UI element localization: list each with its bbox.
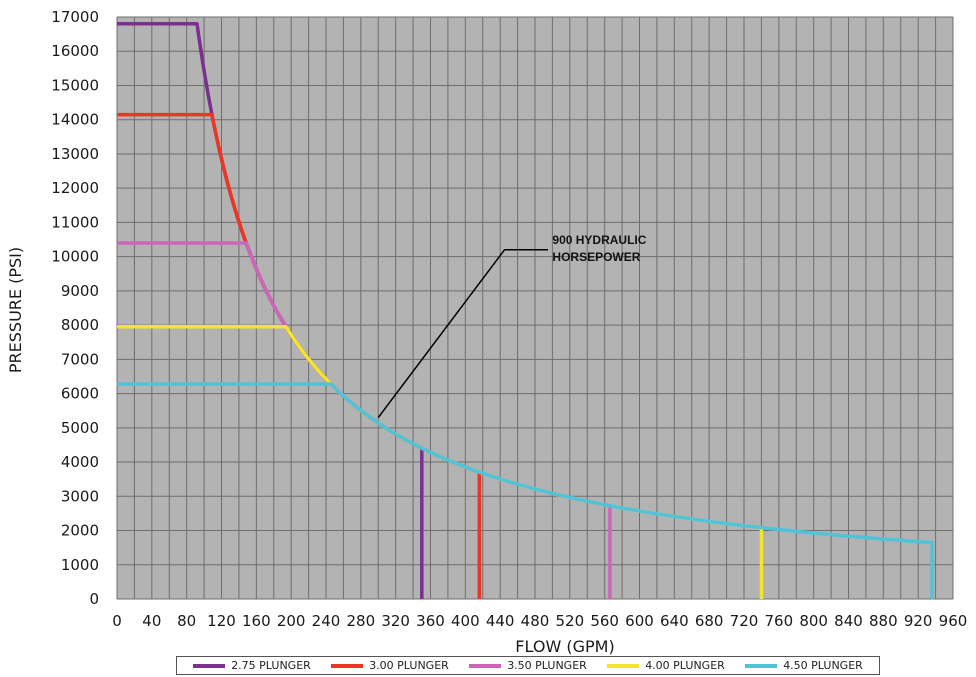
y-tick-label: 5000	[61, 419, 99, 437]
x-tick-label: 680	[695, 612, 724, 630]
y-tick-labels: 0 1000 2000 3000 4000 5000 6000 7000 8000 9000 100…	[51, 8, 99, 608]
x-tick-label: 440	[486, 612, 515, 630]
x-tick-label: 840	[834, 612, 863, 630]
legend-label: 3.50 PLUNGER	[507, 659, 587, 672]
y-axis-title: PRESSURE (PSI)	[6, 247, 25, 373]
legend-item: 4.50 PLUNGER	[745, 659, 863, 672]
x-tick-label: 720	[730, 612, 759, 630]
y-tick-label: 0	[89, 590, 99, 608]
y-tick-label: 14000	[51, 111, 99, 129]
annotation-leader-line	[377, 249, 549, 419]
y-tick-label: 4000	[61, 453, 99, 471]
y-tick-label: 9000	[61, 282, 99, 300]
legend-swatch	[469, 663, 502, 668]
legend-swatch	[331, 663, 364, 668]
x-tick-label: 760	[765, 612, 794, 630]
x-axis-title: FLOW (GPM)	[515, 637, 614, 656]
legend-label: 3.00 PLUNGER	[369, 659, 449, 672]
y-tick-label: 11000	[51, 213, 99, 231]
legend-swatch	[193, 663, 226, 668]
x-tick-label: 320	[381, 612, 410, 630]
y-tick-label: 3000	[61, 487, 99, 505]
y-tick-label: 17000	[51, 8, 99, 26]
x-tick-label: 80	[177, 612, 196, 630]
y-tick-label: 12000	[51, 179, 99, 197]
y-tick-label: 7000	[61, 350, 99, 368]
legend-label: 2.75 PLUNGER	[231, 659, 311, 672]
legend-swatch	[745, 663, 778, 668]
x-tick-label: 960	[939, 612, 968, 630]
legend: 2.75 PLUNGER 3.00 PLUNGER 3.50 PLUNGER 4.00…	[176, 656, 880, 675]
x-tick-label: 240	[312, 612, 341, 630]
y-tick-label: 10000	[51, 248, 99, 266]
x-tick-labels: 0 40 80 120 160 200 240 280 320 360 400 440 480 520 56…	[112, 612, 967, 630]
annotation-text: HORSEPOWER	[552, 250, 640, 264]
x-tick-label: 800	[799, 612, 828, 630]
legend-item: 2.75 PLUNGER	[193, 659, 311, 672]
annotation-text: 900 HYDRAULIC	[552, 233, 646, 247]
x-tick-label: 0	[112, 612, 122, 630]
hydraulic-horsepower-annotation: 900 HYDRAULIC HORSEPOWER	[377, 233, 647, 419]
series-line	[117, 382, 934, 599]
x-tick-label: 360	[416, 612, 445, 630]
y-tick-label: 1000	[61, 556, 99, 574]
x-tick-label: 280	[347, 612, 376, 630]
x-tick-label: 560	[590, 612, 619, 630]
x-tick-label: 200	[277, 612, 306, 630]
x-tick-label: 120	[207, 612, 236, 630]
x-tick-label: 160	[242, 612, 271, 630]
x-tick-label: 480	[521, 612, 550, 630]
legend-item: 4.00 PLUNGER	[607, 659, 725, 672]
legend-swatch	[607, 663, 640, 668]
legend-label: 4.50 PLUNGER	[783, 659, 863, 672]
y-tick-label: 15000	[51, 76, 99, 94]
legend-label: 4.00 PLUNGER	[645, 659, 725, 672]
legend-item: 3.00 PLUNGER	[331, 659, 449, 672]
x-tick-label: 40	[142, 612, 161, 630]
y-tick-label: 6000	[61, 385, 99, 403]
x-tick-label: 880	[869, 612, 898, 630]
x-tick-label: 640	[660, 612, 689, 630]
x-tick-label: 920	[904, 612, 933, 630]
series-lines	[117, 22, 934, 599]
y-tick-label: 16000	[51, 42, 99, 60]
x-tick-label: 600	[625, 612, 654, 630]
y-tick-label: 2000	[61, 522, 99, 540]
x-tick-label: 400	[451, 612, 480, 630]
y-tick-label: 13000	[51, 145, 99, 163]
legend-item: 3.50 PLUNGER	[469, 659, 587, 672]
y-tick-label: 8000	[61, 316, 99, 334]
x-tick-label: 520	[556, 612, 585, 630]
